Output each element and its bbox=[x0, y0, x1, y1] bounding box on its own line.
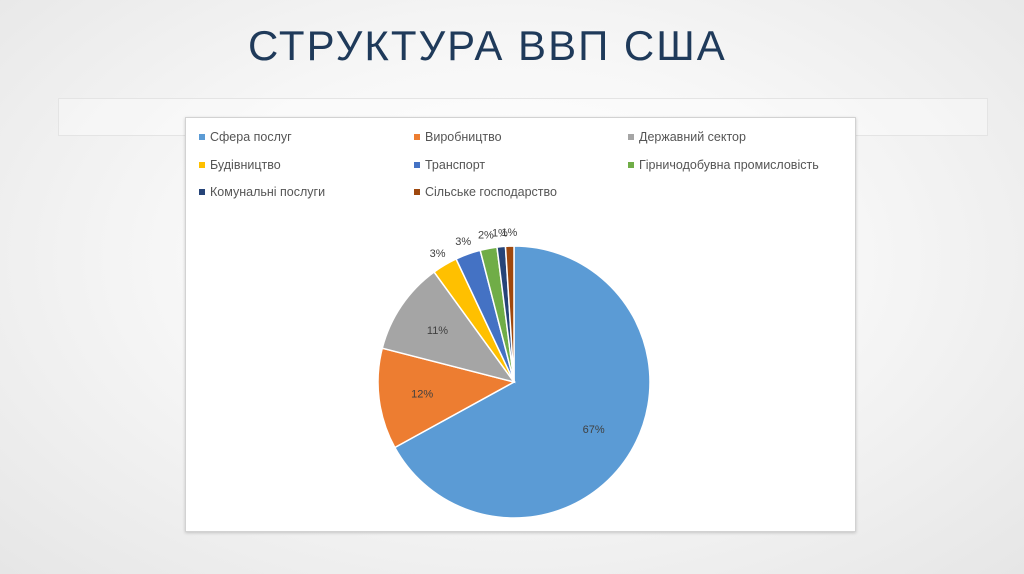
slice-data-label: 12% bbox=[411, 389, 433, 401]
pie-slice bbox=[393, 245, 651, 519]
slice-data-label: 1% bbox=[501, 227, 517, 239]
slice-data-label: 3% bbox=[430, 248, 446, 260]
legend-item: Сільське господарство bbox=[414, 185, 557, 199]
slice-data-label: 11% bbox=[427, 325, 448, 337]
legend-swatch bbox=[199, 162, 205, 168]
slide-title: СТРУКТУРА ВВП США bbox=[248, 22, 727, 69]
legend-item: Державний сектор bbox=[628, 130, 746, 144]
slice-data-label: 1% bbox=[492, 228, 508, 240]
legend-label: Будівництво bbox=[210, 158, 281, 172]
legend-swatch bbox=[628, 162, 634, 168]
legend-label: Гірничодобувна промисловість bbox=[639, 158, 819, 172]
legend-label: Виробництво bbox=[425, 130, 502, 144]
legend-item: Комунальні послуги bbox=[199, 185, 325, 199]
legend-swatch bbox=[414, 162, 420, 168]
pie-slice bbox=[377, 347, 517, 449]
legend-swatch bbox=[414, 189, 420, 195]
legend-label: Транспорт bbox=[425, 158, 486, 172]
legend-label: Сільське господарство bbox=[425, 185, 557, 199]
legend-label: Комунальні послуги bbox=[210, 185, 326, 199]
legend-item: Будівництво bbox=[199, 158, 281, 172]
chart-frame: Сфера послуг Виробництво Державний секто… bbox=[185, 117, 856, 532]
legend-item: Транспорт bbox=[414, 158, 485, 172]
legend-swatch bbox=[628, 134, 634, 140]
legend-item: Виробництво bbox=[414, 130, 502, 144]
pie-slice bbox=[381, 270, 516, 384]
slice-data-label: 3% bbox=[455, 236, 471, 248]
slice-data-label: 67% bbox=[583, 424, 605, 436]
legend-item: Гірничодобувна промисловість bbox=[628, 158, 819, 172]
legend-label: Державний сектор bbox=[639, 130, 746, 144]
legend-item: Сфера послуг bbox=[199, 130, 292, 144]
legend-label: Сфера послуг bbox=[210, 130, 292, 144]
chart-legend: Сфера послуг Виробництво Державний секто… bbox=[186, 118, 855, 218]
pie-chart: 67%12%11%3%3%2%1%1% bbox=[377, 227, 651, 519]
legend-swatch bbox=[414, 134, 420, 140]
legend-swatch bbox=[199, 189, 205, 195]
pie-slice bbox=[504, 245, 515, 383]
legend-swatch bbox=[199, 134, 205, 140]
slice-data-label: 2% bbox=[478, 230, 494, 242]
